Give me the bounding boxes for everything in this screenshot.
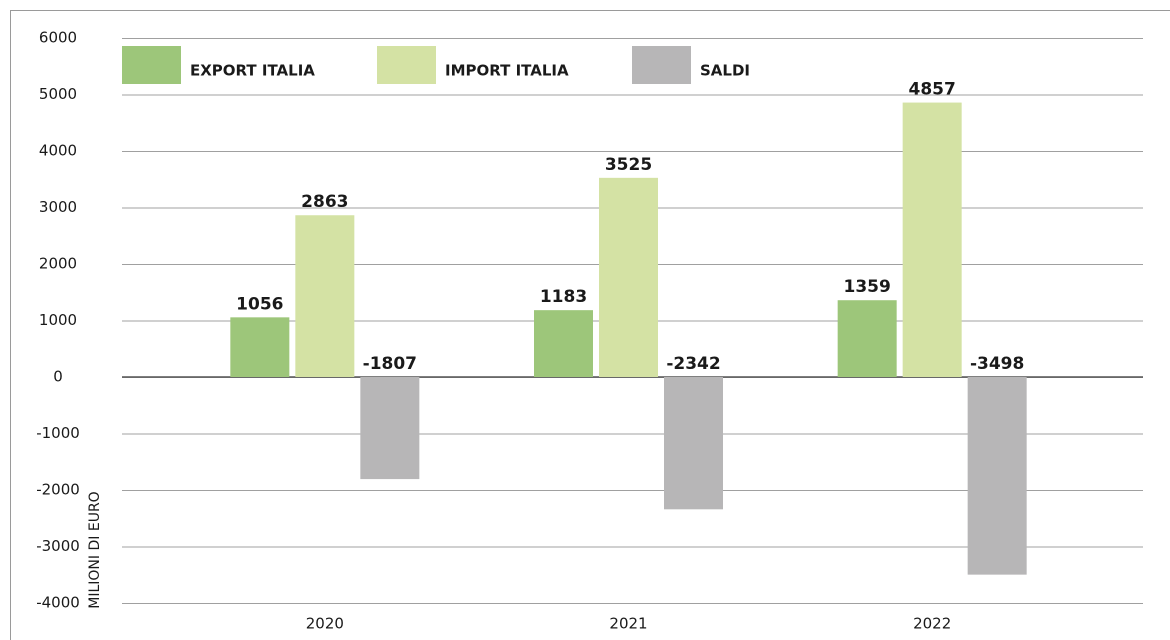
value-label: 4857	[909, 80, 956, 100]
legend-label: IMPORT ITALIA	[445, 62, 569, 80]
y-tick-label: 3000	[39, 198, 77, 216]
x-tick-label: 2020	[306, 615, 344, 633]
legend-swatch	[377, 46, 436, 84]
bar	[295, 215, 355, 377]
value-label: -2342	[666, 354, 720, 374]
y-tick-label: -3000	[36, 537, 80, 555]
y-tick-label: 4000	[39, 142, 77, 160]
legend-label: EXPORT ITALIA	[190, 62, 315, 80]
y-tick-label: 2000	[39, 255, 77, 273]
y-axis-label: MILIONI DI EURO	[87, 491, 103, 608]
value-label: 1056	[236, 294, 283, 314]
y-tick-label: 1000	[39, 311, 77, 329]
value-label: 2863	[301, 192, 348, 212]
bar	[360, 377, 420, 480]
value-label: 1359	[844, 277, 891, 297]
y-tick-label: 6000	[39, 29, 77, 47]
frame	[10, 10, 1170, 640]
y-tick-label: 5000	[39, 85, 77, 103]
y-tick-label: -4000	[36, 594, 80, 612]
bar	[230, 317, 290, 377]
bar	[599, 177, 658, 377]
bar	[534, 310, 593, 377]
bar	[902, 102, 962, 377]
y-tick-label: -2000	[36, 481, 80, 499]
x-tick-label: 2021	[609, 615, 647, 633]
value-label: -1807	[363, 354, 417, 374]
y-tick-label: -1000	[36, 424, 80, 442]
y-tick-label: 0	[53, 368, 63, 386]
legend-label: SALDI	[700, 62, 750, 80]
value-label: 3525	[605, 155, 652, 175]
value-label: 1183	[540, 287, 587, 307]
bar	[837, 300, 897, 377]
legend-swatch	[632, 46, 691, 84]
bar	[664, 377, 723, 510]
bar	[967, 377, 1027, 575]
legend-swatch	[122, 46, 181, 84]
x-tick-label: 2022	[913, 615, 951, 633]
value-label: -3498	[970, 354, 1024, 374]
